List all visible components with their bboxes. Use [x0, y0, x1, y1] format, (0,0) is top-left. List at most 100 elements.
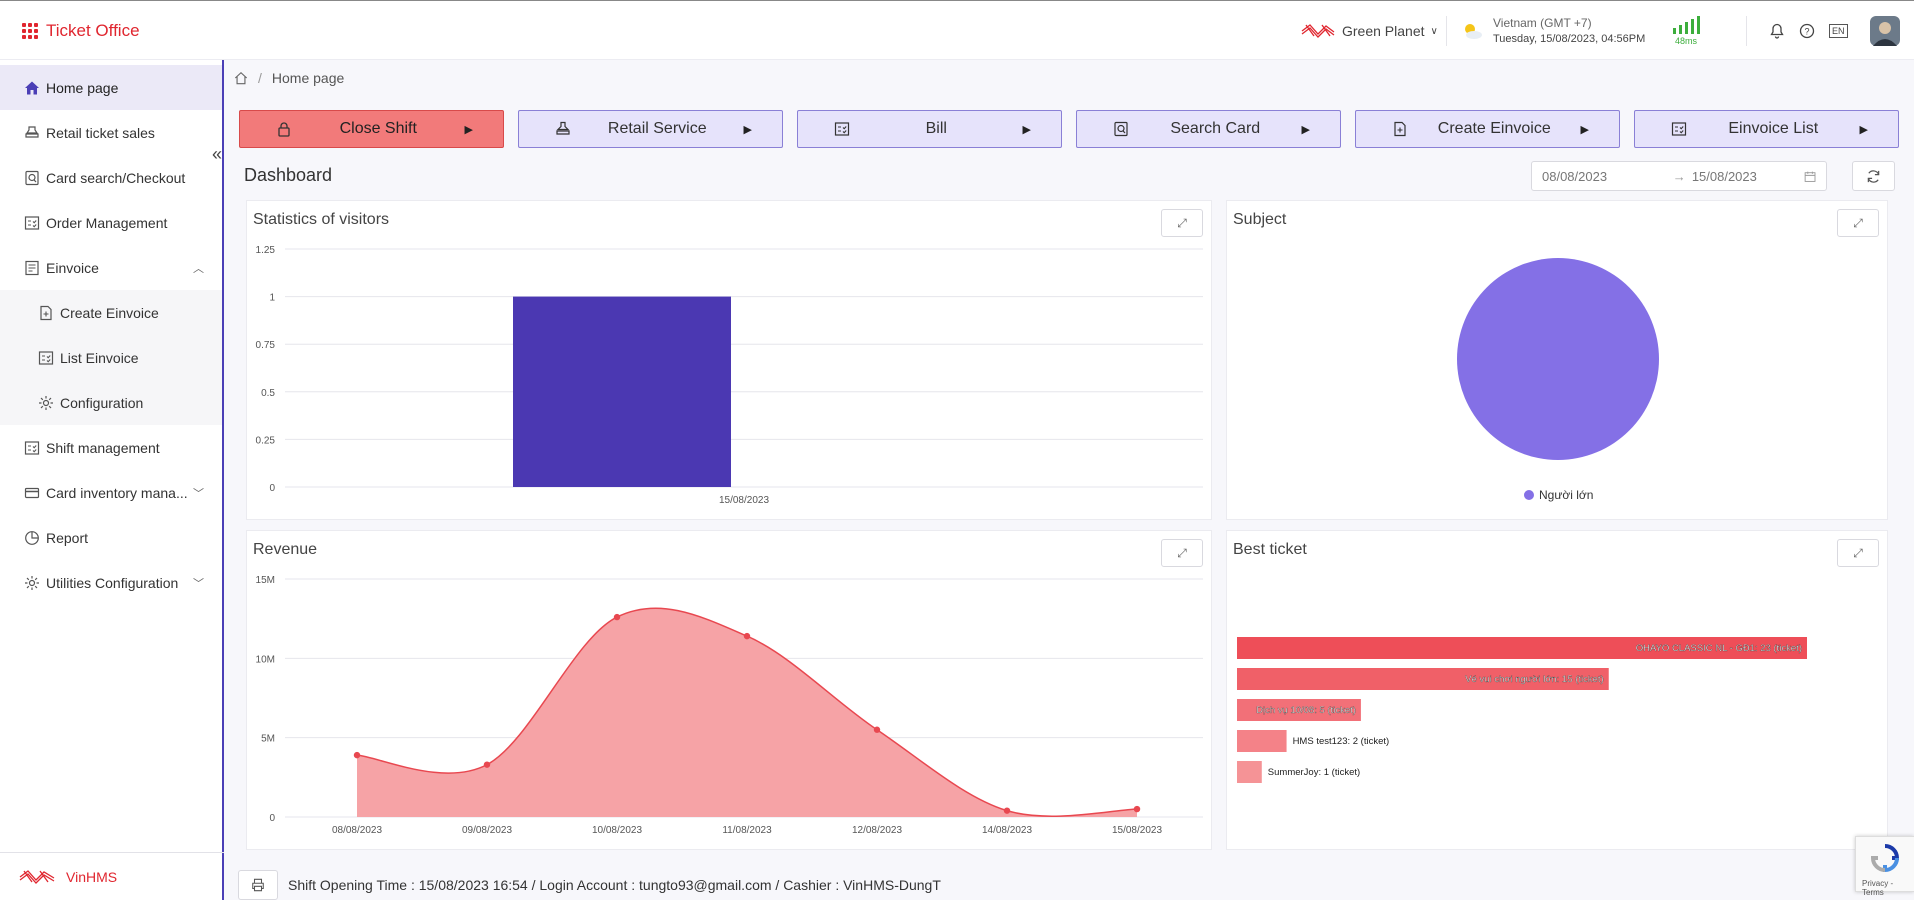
date-to-input[interactable]: 15/08/2023 — [1691, 168, 1757, 184]
y-tick-label: 10M — [256, 654, 275, 665]
sidebar-item-label: Shift management — [46, 439, 160, 456]
sidebar-item-utilities-configuration[interactable]: Utilities Configuration ﹀ — [0, 560, 222, 605]
timezone-info: Vietnam (GMT +7) Tuesday, 15/08/2023, 04… — [1446, 16, 1645, 46]
org-selector[interactable]: Green Planet ∨ — [1300, 1, 1438, 61]
recaptcha-badge[interactable]: Privacy - Terms — [1855, 836, 1914, 897]
visitors-card: Statistics of visitors ⤢ 1.25 1 0.75 0.5 0.2… — [246, 200, 1212, 520]
search-card-button[interactable]: Search Card ▶ — [1076, 110, 1341, 148]
retail-service-label: Retail Service — [607, 120, 707, 137]
network-status: 48ms — [1672, 1, 1700, 61]
user-avatar-icon[interactable] — [1870, 16, 1900, 46]
breadcrumb-separator: / — [258, 70, 262, 86]
ticket-stamp-icon — [25, 125, 39, 138]
bar-label: Vé vui chơi người lớn: 15 (ticket) — [1465, 674, 1604, 685]
x-tick-label: 10/08/2023 — [592, 825, 642, 836]
sidebar-item-list-einvoice[interactable]: List Einvoice — [0, 335, 222, 380]
sidebar-item-einvoice[interactable]: Einvoice ︿ — [0, 245, 222, 290]
close-shift-button[interactable]: Close Shift ▶ — [239, 110, 504, 148]
print-button[interactable] — [238, 870, 278, 900]
pie-slice — [1457, 258, 1659, 460]
sidebar-item-card-inventory[interactable]: Card inventory mana... ﹀ — [0, 470, 222, 515]
data-point — [873, 726, 881, 733]
bill-button[interactable]: Bill ▶ — [797, 110, 1062, 148]
org-name: Green Planet — [1342, 23, 1425, 39]
close-shift-label: Close Shift — [339, 120, 417, 137]
y-tick-label: 0 — [269, 483, 275, 494]
checklist-icon — [1671, 122, 1687, 136]
refresh-button[interactable] — [1852, 161, 1895, 191]
x-tick-label: 14/08/2023 — [982, 825, 1032, 836]
sidebar-item-label: Home page — [46, 79, 119, 96]
y-tick-label: 1.25 — [256, 245, 276, 256]
legend-swatch — [1524, 490, 1534, 500]
sidebar-item-card-search[interactable]: Card search/Checkout — [0, 155, 222, 200]
expand-icon: ⤢ — [1853, 545, 1863, 560]
sidebar-item-label: Configuration — [60, 394, 144, 411]
caret-right-icon: ▶ — [1859, 123, 1868, 136]
sidebar-item-report[interactable]: Report — [0, 515, 222, 560]
top-bar: Ticket Office Green Planet ∨ Vietnam (GM… — [0, 0, 1914, 60]
revenue-chart: 15M 10M 5M 0 08/08/2023 09/08/2023 10/08/2023 1… — [256, 575, 1203, 836]
sidebar-item-label: Report — [46, 529, 89, 546]
data-point — [353, 751, 361, 759]
caret-right-icon: ▶ — [464, 123, 473, 136]
x-tick-label: 11/08/2023 — [722, 825, 772, 836]
x-tick-label: 08/08/2023 — [332, 825, 382, 836]
credit-card-icon — [24, 487, 40, 498]
timezone-label: Vietnam (GMT +7) — [1493, 16, 1592, 30]
expand-button[interactable]: ⤢ — [1161, 209, 1203, 237]
sidebar-item-home[interactable]: Home page — [0, 65, 222, 110]
sidebar-item-label: List Einvoice — [60, 349, 139, 366]
sidebar-item-label: Retail ticket sales — [46, 124, 155, 141]
data-point — [743, 632, 751, 640]
search-card-label: Search Card — [1170, 120, 1261, 137]
help-icon[interactable]: ? — [1799, 23, 1815, 39]
create-einvoice-button[interactable]: Create Einvoice ▶ — [1355, 110, 1620, 148]
caret-right-icon: ▶ — [1580, 123, 1589, 136]
chevron-down-icon: ∨ — [1430, 25, 1438, 37]
sidebar-item-order-management[interactable]: Order Management — [0, 200, 222, 245]
y-tick-label: 0 — [269, 813, 275, 824]
gear-icon — [25, 575, 39, 590]
bill-label: Bill — [925, 120, 947, 137]
bell-icon[interactable] — [1769, 23, 1785, 39]
stamp-icon — [556, 121, 570, 135]
checklist-icon — [24, 440, 40, 455]
checklist-icon — [834, 122, 850, 136]
bar-label: Dịch vụ 10/08: 5 (ticket) — [1256, 705, 1356, 716]
best-ticket-chart: OHAYO CLASSIC NL - GĐ1: 23 (ticket) Vé vu… — [1237, 637, 1807, 783]
expand-button[interactable]: ⤢ — [1837, 539, 1879, 567]
shift-info: Shift Opening Time : 15/08/2023 16:54 / … — [288, 877, 941, 893]
revenue-card: Revenue ⤢ 15M 10M 5M 0 08/08/2023 09/08/2023 1… — [246, 530, 1212, 850]
collapse-sidebar-icon[interactable]: « — [212, 144, 223, 164]
avatar[interactable] — [1870, 1, 1900, 61]
expand-button[interactable]: ⤢ — [1837, 209, 1879, 237]
date-from-input[interactable]: 08/08/2023 — [1542, 168, 1608, 184]
caret-right-icon: ▶ — [1301, 123, 1310, 136]
home-icon — [25, 81, 39, 94]
sidebar-item-shift-management[interactable]: Shift management — [0, 425, 222, 470]
expand-button[interactable]: ⤢ — [1161, 539, 1203, 567]
x-tick-label: 09/08/2023 — [462, 825, 512, 836]
sun-cloud-icon — [1465, 24, 1482, 39]
subject-card: Subject ⤢ Người lớn — [1226, 200, 1888, 520]
expand-icon: ⤢ — [1177, 545, 1187, 560]
data-point — [1003, 807, 1011, 814]
retail-service-button[interactable]: Retail Service ▶ — [518, 110, 783, 148]
sidebar-item-create-einvoice[interactable]: Create Einvoice — [0, 290, 222, 335]
invoice-icon — [25, 260, 39, 275]
pie-chart-icon — [25, 530, 39, 545]
date-range-picker[interactable]: 08/08/2023 → 15/08/2023 — [1531, 161, 1827, 191]
apps-grid-icon[interactable] — [22, 23, 38, 39]
home-outline-icon[interactable] — [234, 71, 248, 85]
card-search-icon — [1114, 121, 1128, 137]
chevron-down-icon: ﹀ — [193, 488, 204, 500]
chevron-up-icon: ︿ — [193, 263, 204, 275]
lock-icon — [278, 122, 290, 137]
einvoice-list-button[interactable]: Einvoice List ▶ — [1634, 110, 1899, 148]
app-logo[interactable]: Ticket Office — [22, 21, 140, 41]
language-icon[interactable]: EN — [1829, 24, 1848, 38]
sidebar-item-label: Order Management — [46, 214, 168, 231]
sidebar-item-retail-ticket-sales[interactable]: Retail ticket sales — [0, 110, 222, 155]
sidebar-item-configuration[interactable]: Configuration — [0, 380, 222, 425]
